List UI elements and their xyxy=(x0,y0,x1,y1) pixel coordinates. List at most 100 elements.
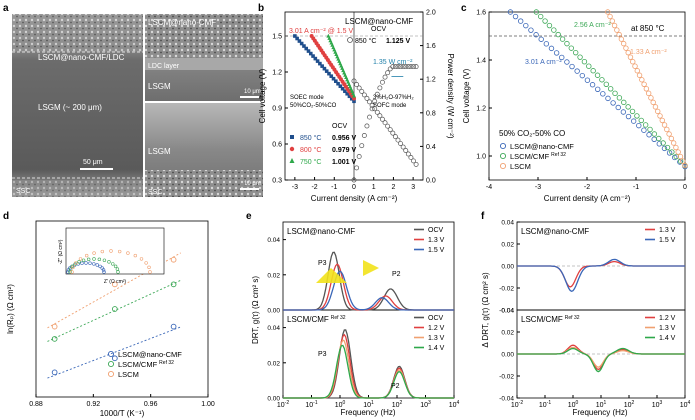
plot-b-xlabel: Current density (A cm⁻²) xyxy=(311,194,398,203)
plot-b-sofc-mode: SOFC mode xyxy=(373,103,407,109)
plot-c-point xyxy=(517,18,524,24)
panel-d: d 0.88 0.92 0.96 1.00 Z' (Ω cm²) -Z'' (Ω cm… xyxy=(3,211,215,418)
plot-d-axes: 0.88 0.92 0.96 1.00 xyxy=(29,394,215,408)
plot-b-xtick-label: -1 xyxy=(331,184,337,191)
plot-f-xtick-label: 103 xyxy=(652,400,663,409)
plot-d-inset-point xyxy=(116,270,120,274)
plot-e-ytick-label: 0.02 xyxy=(267,360,280,367)
plot-c-point xyxy=(632,63,638,69)
plot-d-inset-xlabel: Z' (Ω cm²) xyxy=(104,279,127,285)
plot-c-point xyxy=(625,49,631,56)
plot-d-legend-ref: Ref 32 xyxy=(159,360,174,366)
plot-d-point xyxy=(170,323,177,330)
plot-d-inset-point xyxy=(113,264,118,269)
plot-b-ytick-label: 0.9 xyxy=(272,106,282,113)
plot-c-point xyxy=(543,41,550,47)
plot-d-inset-point xyxy=(92,251,96,255)
plot-c-point xyxy=(600,91,606,97)
plot-d-inset-point xyxy=(147,265,151,270)
plot-c-xtick-label: 0 xyxy=(683,184,687,191)
plot-c-point xyxy=(655,108,661,115)
plot-c-point xyxy=(581,58,588,65)
plot-f-legend-label: 1.5 V xyxy=(659,237,676,244)
plot-d-inset-point xyxy=(109,249,113,253)
plot-d-point xyxy=(170,256,177,263)
plot-c-legend-marker xyxy=(499,162,507,170)
plot-b-point-750 xyxy=(352,93,356,98)
plot-b-point-sofc-v xyxy=(387,127,393,133)
plot-f-legend-label: 1.3 V xyxy=(659,227,676,234)
label-cross-section: LSCM@nano-CMF/LDC xyxy=(38,53,125,62)
plot-c-point xyxy=(636,72,643,78)
plot-f-ytick-label: 0.02 xyxy=(501,330,514,337)
plot-e-bottom-p2: P2 xyxy=(391,383,400,390)
sem-inset-bottom-porous xyxy=(145,170,263,197)
plot-d-inset-point xyxy=(139,257,144,261)
plot-c-point xyxy=(564,40,570,47)
plot-b-point-sofc-v xyxy=(413,161,419,167)
plot-b-point-sofc-p xyxy=(385,70,391,76)
plot-b-point-sofc-p xyxy=(377,85,383,91)
plot-d-inset-point xyxy=(126,251,130,255)
plot-c-point xyxy=(590,68,596,74)
plot-b-point-850 xyxy=(327,71,331,76)
plot-d-inset-point xyxy=(84,253,89,258)
plot-b-point-sofc-v xyxy=(408,154,414,160)
plot-b-point-850 xyxy=(313,56,318,61)
plot-b-point-850 xyxy=(352,99,356,104)
plot-b-point-sofc-p xyxy=(367,114,372,120)
plot-e-xtick-label: 10-2 xyxy=(277,400,289,409)
plot-c-legend-label: LSCM@nano-CMF xyxy=(510,142,574,151)
plot-c-point xyxy=(551,27,557,33)
plot-f-ytick-label: 0.04 xyxy=(501,308,514,315)
plot-c-point xyxy=(642,122,649,128)
plot-d-inset-ylabel: -Z'' (Ω cm²) xyxy=(58,239,64,264)
plot-b-point-sofc-v xyxy=(361,92,367,98)
plot-c-point xyxy=(634,113,640,119)
plot-f-curve xyxy=(517,258,685,293)
plot-c-point xyxy=(579,72,585,79)
plot-e-data xyxy=(283,251,454,399)
plot-b-ylabel: Cell voltage (V) xyxy=(258,68,267,123)
plot-c-point xyxy=(594,72,601,78)
plot-c-point xyxy=(612,90,618,97)
plot-f-curve xyxy=(517,346,685,368)
plot-c-annotation-orange: 1.33 A cm⁻² xyxy=(630,49,667,56)
plot-c-point xyxy=(548,45,555,52)
plot-c-point xyxy=(634,68,640,74)
plot-e-ytick-label: 0.04 xyxy=(267,237,280,244)
plot-b-xtick-label: 3 xyxy=(411,184,415,191)
plot-b-legend-right-temp: 850 °C xyxy=(355,37,376,45)
plot-c-point xyxy=(661,145,668,152)
plot-b-legend-ocv: 1.001 V xyxy=(332,159,356,166)
plot-d-xlabel: 1000/T (K⁻¹) xyxy=(100,409,145,418)
plot-c-point xyxy=(618,36,625,42)
plot-d-inset-data xyxy=(66,249,152,274)
plot-c-point xyxy=(677,159,683,165)
plot-b-point-sofc-v xyxy=(377,113,383,119)
plot-b-legend-right-marker xyxy=(347,37,353,43)
plot-b-point-850 xyxy=(334,79,338,83)
plot-b-point-sofc-p xyxy=(351,177,357,183)
plot-b-legend-temp: 850 °C xyxy=(300,134,321,142)
plot-b-point-sofc-v xyxy=(372,106,378,112)
plot-b-annotation-soec: 3.01 A cm⁻² @ 1.5 V xyxy=(289,28,353,35)
plot-b-ocv-right-title: OCV xyxy=(371,26,387,33)
plot-b-point-sofc-v xyxy=(385,123,391,129)
plot-b-point-850 xyxy=(297,39,302,43)
scale-bar-1-label: 10 μm xyxy=(244,89,261,95)
plot-d-legend-marker xyxy=(107,360,115,368)
plot-e-bottom-p3: P3 xyxy=(318,351,327,358)
plot-d-inset-point xyxy=(107,260,111,264)
plot-c-point xyxy=(647,126,653,133)
plot-b-legend: 850 °C 0.956 V 800 °C 0.979 V 750 °C 1.001 V xyxy=(289,134,356,166)
panel-letter-d: d xyxy=(3,211,9,222)
plot-c-point xyxy=(664,126,670,133)
plot-e-curve xyxy=(283,251,454,311)
plot-c-point xyxy=(538,13,544,20)
plot-c-point xyxy=(620,40,627,47)
plot-c-point xyxy=(656,135,662,142)
plot-b-point-sofc-p xyxy=(400,64,406,70)
plot-c-point xyxy=(666,131,672,137)
